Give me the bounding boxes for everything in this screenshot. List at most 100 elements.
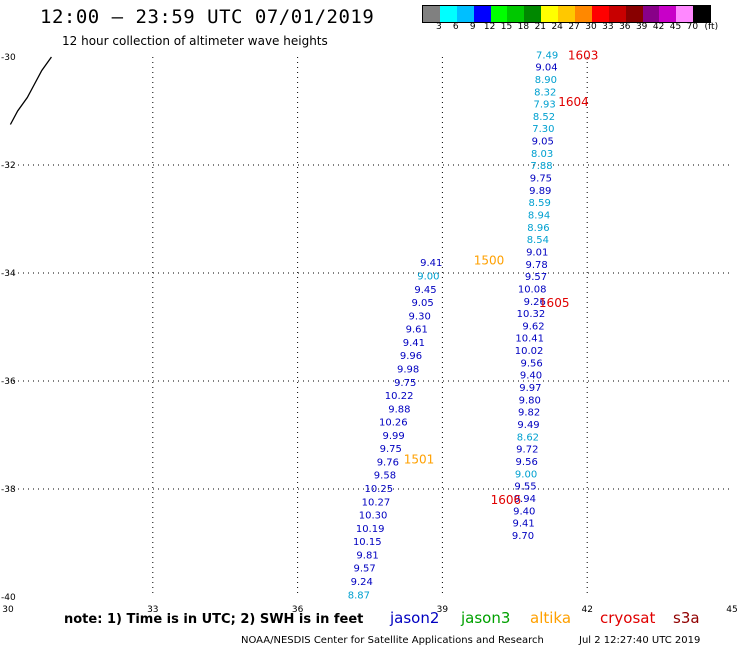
pass-number-label: 1605 [539,296,570,310]
color-swatch-3 [473,6,491,22]
color-swatch-12 [625,6,643,22]
wave-height-label: 9.00 [515,469,537,480]
color-swatch-11 [608,6,626,22]
wave-height-label: 10.32 [517,309,546,320]
wave-height-label: 9.40 [513,506,535,517]
wave-height-label: 9.97 [519,383,541,394]
legend-jason2: jason2 [390,609,440,627]
color-scale-label: 21 [534,22,547,32]
pass-number-label: 1501 [404,452,435,466]
x-tick-label: 33 [147,605,158,615]
wave-height-label: 10.25 [365,484,394,495]
color-swatch-4 [490,6,508,22]
x-tick-label: 36 [292,605,304,615]
color-scale-label: 70 [686,22,699,32]
wave-height-label: 7.93 [533,100,555,111]
wave-height-label: 9.01 [526,247,548,258]
color-swatch-8 [558,6,576,22]
wave-height-label: 10.19 [356,524,385,535]
wave-height-label: 8.32 [534,87,556,98]
color-swatch-7 [541,6,559,22]
wave-height-label: 9.56 [516,457,538,468]
wave-height-label: 9.04 [535,63,557,74]
wave-height-label: 9.49 [517,420,539,431]
wave-height-label: 9.56 [521,358,543,369]
wave-height-label: 7.30 [532,124,554,135]
footer-timestamp: Jul 2 12:27:40 UTC 2019 [579,635,701,646]
wave-height-label: 9.41 [403,338,425,349]
color-scale-label: 24 [551,22,563,32]
y-tick-label: -32 [1,161,16,171]
color-scale-label: 9 [469,22,476,32]
wave-height-label: 8.59 [529,198,551,209]
wave-height-label: 9.24 [351,577,373,588]
wave-height-label: 9.75 [530,174,552,185]
wave-height-label: 9.05 [532,137,554,148]
x-tick-label: 30 [2,605,14,615]
wave-height-label: 9.41 [512,519,534,530]
wave-height-label: 9.88 [388,404,410,415]
wave-height-label: 10.41 [515,334,544,345]
legend-jason3: jason3 [461,609,511,627]
x-tick-label: 45 [726,605,737,615]
wave-height-label: 9.57 [354,564,376,575]
color-swatch-15 [676,6,694,22]
color-scale-label: 42 [652,22,665,32]
x-tick-label: 42 [581,605,592,615]
wave-height-label: 9.78 [525,260,547,271]
wave-height-label: 9.72 [516,445,538,456]
wave-height-label: 9.57 [525,272,547,283]
color-scale-unit: (ft) [704,22,719,32]
wave-height-label: 9.96 [400,351,422,362]
pass-number-label: 1500 [474,254,505,268]
color-swatch-13 [642,6,660,22]
color-swatch-2 [456,6,474,22]
pass-number-label: 1603 [568,48,599,62]
wave-height-label: 9.55 [514,482,536,493]
color-scale-label: 39 [635,22,648,32]
color-scale-label: 33 [602,22,614,32]
color-swatch-5 [507,6,525,22]
wave-height-label: 9.70 [512,531,534,542]
legend-note: note: 1) Time is in UTC; 2) SWH is in fe… [64,612,364,627]
wave-height-label: 7.49 [536,50,558,61]
wave-height-label: 10.02 [515,346,544,357]
wave-height-label: 8.96 [527,223,549,234]
wave-height-label: 8.94 [528,211,550,222]
wave-height-label: 10.26 [379,418,408,429]
wave-height-label: 9.26 [524,297,546,308]
legend-altika: altika [530,609,572,627]
wave-height-label: 9.40 [520,371,542,382]
map-subtitle: 12 hour collection of altimeter wave hei… [62,34,328,48]
color-scale-bar [422,5,712,23]
wave-height-label: 8.87 [348,590,370,601]
wave-height-label: 9.98 [397,364,419,375]
wave-height-label: 9.75 [394,378,416,389]
wave-height-label: 9.99 [382,431,404,442]
wave-height-label: 9.82 [518,408,540,419]
color-swatch-16 [693,6,711,22]
wave-height-label: 8.52 [533,112,555,123]
color-swatch-0 [423,6,440,22]
wave-height-label: 10.15 [353,537,382,548]
wave-height-label: 10.30 [359,511,388,522]
pass-number-label: 1604 [558,95,589,109]
y-tick-label: -38 [1,485,16,495]
wave-height-label: 8.54 [527,235,549,246]
footer-credit: NOAA/NESDIS Center for Satellite Applica… [241,635,544,646]
wave-height-label: 9.76 [377,457,399,468]
wave-height-label: 7.88 [530,161,552,172]
wave-height-label: 10.27 [362,497,391,508]
color-scale-label: 27 [568,22,580,32]
legend-cryosat: cryosat [600,609,656,627]
color-scale-label: 45 [669,22,682,32]
wave-height-label: 9.61 [406,325,428,336]
wave-height-label: 9.80 [519,395,541,406]
wave-height-label: 9.58 [374,471,396,482]
y-tick-label: -40 [1,593,16,603]
color-scale-label: 3 [436,22,442,32]
wave-height-label: 9.62 [522,321,544,332]
color-swatch-14 [659,6,677,22]
color-swatch-9 [575,6,592,22]
